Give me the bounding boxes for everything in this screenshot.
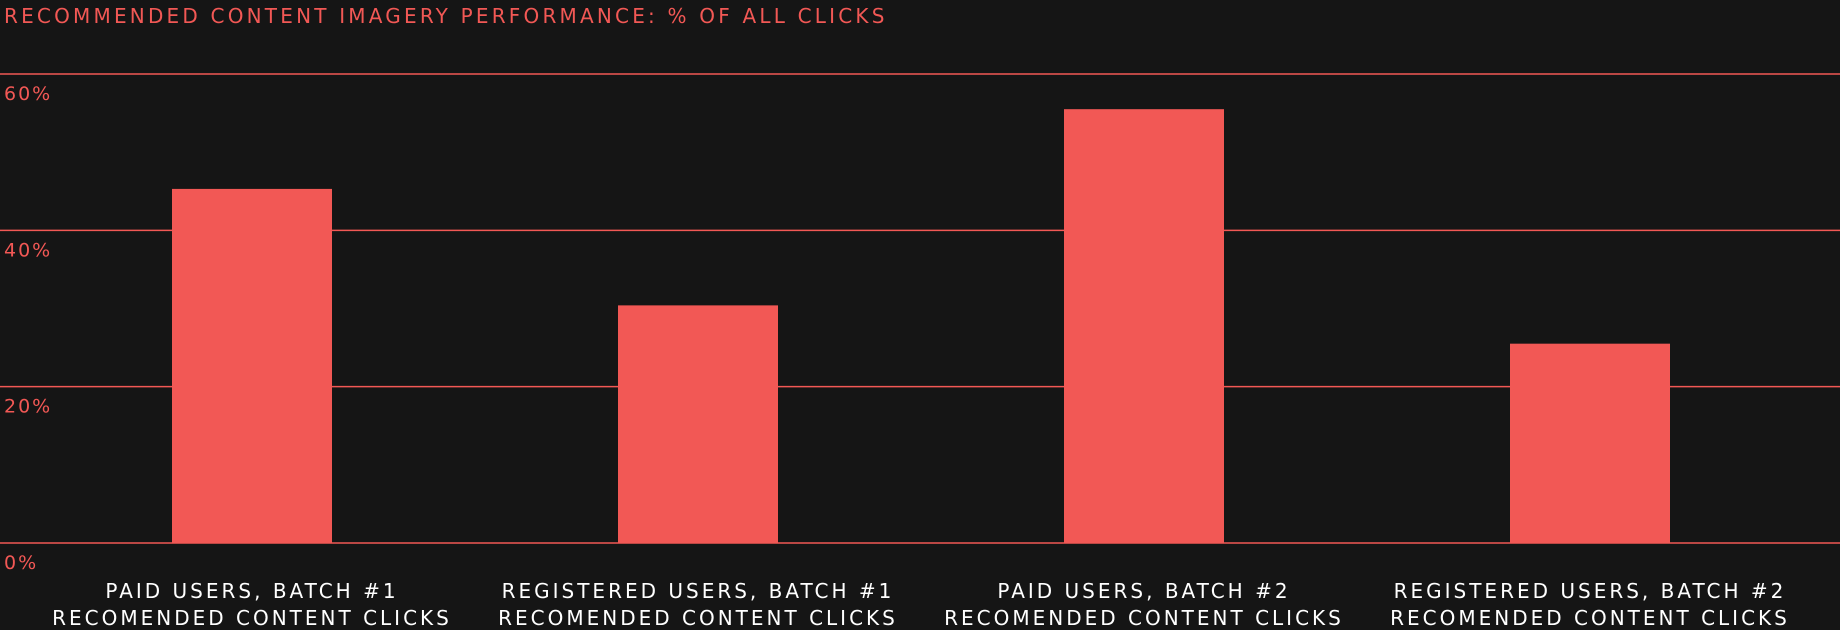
category-label: REGISTERED USERS, BATCH #1 [502, 579, 895, 603]
category-label: RECOMENDED CONTENT CLICKS [944, 606, 1344, 630]
category-label: RECOMENDED CONTENT CLICKS [498, 606, 898, 630]
category-label: PAID USERS, BATCH #1 [105, 579, 398, 603]
category-label: RECOMENDED CONTENT CLICKS [1390, 606, 1790, 630]
bar-3 [1064, 109, 1224, 544]
y-tick-label: 20% [4, 396, 52, 418]
y-tick-label: 40% [4, 239, 52, 261]
bar-4 [1510, 343, 1670, 543]
y-tick-label: 0% [4, 552, 38, 574]
category-label: PAID USERS, BATCH #2 [997, 579, 1290, 603]
category-label: REGISTERED USERS, BATCH #2 [1394, 579, 1787, 603]
chart-title: RECOMMENDED CONTENT IMAGERY PERFORMANCE:… [4, 4, 888, 28]
category-label: RECOMENDED CONTENT CLICKS [52, 606, 452, 630]
y-tick-label: 60% [4, 83, 52, 105]
bar-1 [172, 188, 332, 543]
bar-2 [618, 305, 778, 543]
